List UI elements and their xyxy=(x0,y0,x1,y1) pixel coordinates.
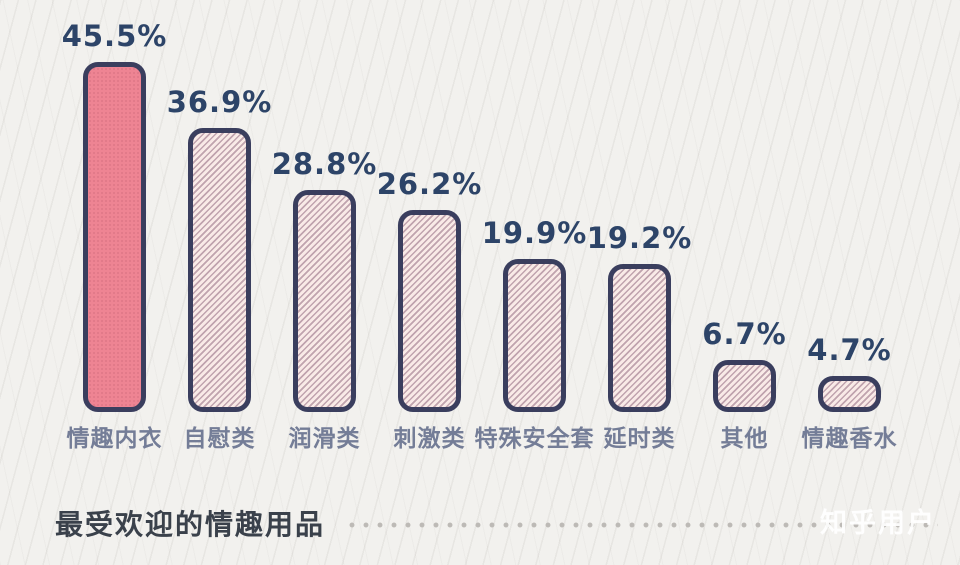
bar-value-label: 28.8% xyxy=(271,147,378,182)
bar-value-label: 45.5% xyxy=(61,18,168,53)
bar xyxy=(188,127,251,412)
bar-value-label: 26.2% xyxy=(376,167,483,202)
bar-chart: 45.5% 情趣内衣 36.9% 自慰类 28.8% 润滑类 26.2% 刺激类 19.9% 特殊… xyxy=(62,0,908,460)
bar-column: 45.5% 情趣内衣 xyxy=(62,0,167,460)
bar-category-label: 情趣香水 xyxy=(801,426,898,452)
bar xyxy=(83,61,146,412)
bar xyxy=(293,190,356,412)
bar-category-label: 特殊安全套 xyxy=(474,426,595,452)
bar-category-label: 延时类 xyxy=(603,426,676,452)
bar-column: 36.9% 自慰类 xyxy=(167,0,272,460)
bar-category-label: 润滑类 xyxy=(288,426,361,452)
bar-category-label: 自慰类 xyxy=(183,426,256,452)
chart-title: 最受欢迎的情趣用品 xyxy=(55,508,326,541)
bar xyxy=(713,360,776,412)
bar-value-label: 6.7% xyxy=(702,317,787,352)
bar-column: 6.7% 其他 xyxy=(692,0,797,460)
bar-column: 4.7% 情趣香水 xyxy=(797,0,902,460)
bar-category-label: 情趣内衣 xyxy=(66,426,163,452)
bar-column: 19.2% 延时类 xyxy=(587,0,692,460)
bar-value-label: 19.9% xyxy=(481,215,588,250)
bar-category-label: 刺激类 xyxy=(393,426,466,452)
bar xyxy=(608,264,671,412)
bar-category-label: 其他 xyxy=(720,426,769,452)
watermark: 知乎用户 xyxy=(820,508,936,539)
bar-value-label: 36.9% xyxy=(166,84,273,119)
bar xyxy=(398,210,461,412)
bar-column: 19.9% 特殊安全套 xyxy=(475,0,594,460)
bar xyxy=(818,375,881,412)
bar-column: 28.8% 润滑类 xyxy=(272,0,377,460)
footer: 最受欢迎的情趣用品 xyxy=(55,503,938,543)
bar xyxy=(503,258,566,412)
bar-value-label: 19.2% xyxy=(586,221,693,256)
bar-value-label: 4.7% xyxy=(807,332,892,367)
dotted-line xyxy=(345,522,938,528)
bar-column: 26.2% 刺激类 xyxy=(377,0,482,460)
